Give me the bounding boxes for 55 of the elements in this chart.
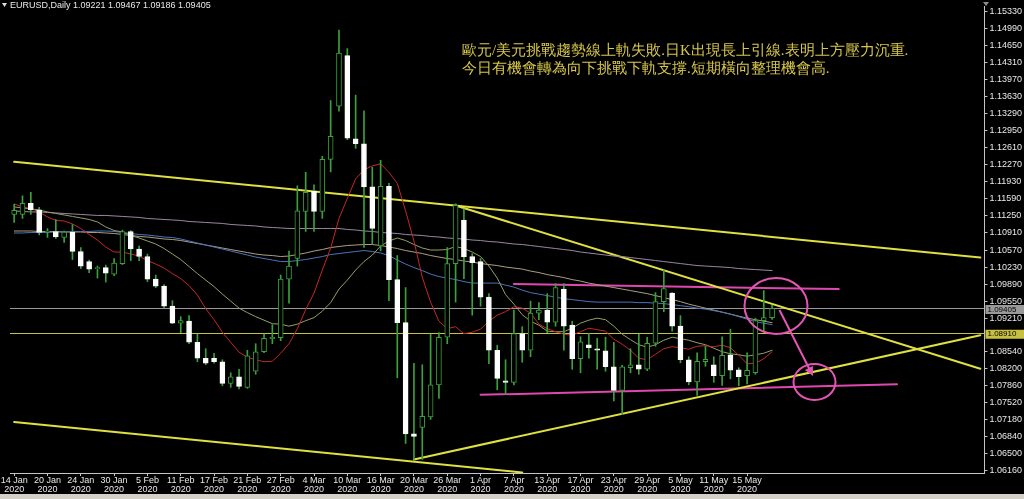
y-tick-label: 1.12270 [989, 159, 1023, 170]
y-tick-label: 1.11250 [989, 210, 1022, 221]
x-tick-label: 17 Feb 2020 [200, 474, 229, 494]
y-tick-label: 1.08200 [989, 363, 1023, 374]
y-tick-label: 1.06160 [989, 465, 1023, 476]
x-tick-label: 23 Apr 2020 [600, 474, 627, 494]
y-tick-label: 1.07180 [989, 414, 1023, 425]
y-tick-label: 1.12950 [989, 125, 1023, 136]
x-tick-label: 13 Apr 2020 [534, 474, 561, 494]
y-tick-label: 1.13970 [989, 74, 1023, 85]
y-tick-label: 1.14650 [989, 40, 1023, 51]
y-tick-label: 1.10230 [989, 261, 1023, 272]
x-tick-label: 30 Jan 2020 [100, 474, 128, 494]
x-tick-label: 11 May 2020 [699, 474, 729, 494]
x-tick-label: 20 Mar 2020 [399, 474, 428, 494]
x-tick-label: 10 Mar 2020 [333, 474, 362, 494]
y-tick-label: 1.07520 [989, 397, 1023, 408]
x-tick-label: 14 Jan 2020 [0, 474, 28, 494]
y-tick-label: 1.10910 [989, 227, 1023, 238]
x-tick-label: 20 Jan 2020 [33, 474, 61, 494]
x-tick-label: 5 May 2020 [668, 474, 694, 494]
y-tick-label: 1.09210 [989, 312, 1023, 323]
x-tick-label: 1 Apr 2020 [470, 474, 492, 494]
x-tick-label: 21 Feb 2020 [233, 474, 262, 494]
y-tick-label: 1.09890 [989, 278, 1023, 289]
y-tick-label: 1.10570 [989, 244, 1023, 255]
y-tick-label: 1.13630 [989, 91, 1023, 102]
y-tick-label: 1.06840 [989, 431, 1023, 442]
y-tick-label: 1.08540 [989, 346, 1023, 357]
y-tick-label: 1.13290 [989, 108, 1023, 119]
chart-title: EURUSD,Daily 1.09221 1.09467 1.09186 1.09405 [10, 0, 211, 11]
x-tick-label: 29 Apr 2020 [634, 474, 661, 494]
x-tick-label: 5 Feb 2020 [135, 474, 159, 494]
y-tick-label: 1.07860 [989, 380, 1023, 391]
ref-line-label: 1.09405 [987, 304, 1017, 314]
y-tick-label: 1.12610 [989, 142, 1023, 153]
x-tick-label: 24 Jan 2020 [67, 474, 95, 494]
y-tick-label: 1.14990 [989, 23, 1023, 34]
ref-line-label: 1.08910 [987, 329, 1017, 339]
y-tick-label: 1.11930 [989, 176, 1022, 187]
y-tick-label: 1.09550 [989, 295, 1023, 306]
x-tick-label: 15 May 2020 [732, 474, 763, 494]
x-tick-label: 27 Feb 2020 [266, 474, 295, 494]
x-tick-label: 11 Feb 2020 [167, 474, 195, 494]
y-tick-label: 1.06500 [989, 448, 1023, 459]
x-tick-label: 4 Mar 2020 [302, 474, 326, 494]
annotation: 今日有機會轉為向下挑戰下軌支撐.短期橫向整理機會高. [462, 59, 830, 76]
y-tick-label: 1.14310 [989, 57, 1023, 68]
x-tick-label: 26 Mar 2020 [433, 474, 462, 494]
x-tick-label: 7 Apr 2020 [503, 474, 525, 494]
y-tick-label: 1.11590 [989, 193, 1022, 204]
x-tick-label: 17 Apr 2020 [567, 474, 594, 494]
y-tick-label: 1.15330 [989, 6, 1023, 16]
x-tick-label: 16 Mar 2020 [366, 474, 395, 494]
annotation: 歐元/美元挑戰趨勢線上軌失敗.日K出現長上引線.表明上方壓力沉重. [462, 41, 909, 58]
